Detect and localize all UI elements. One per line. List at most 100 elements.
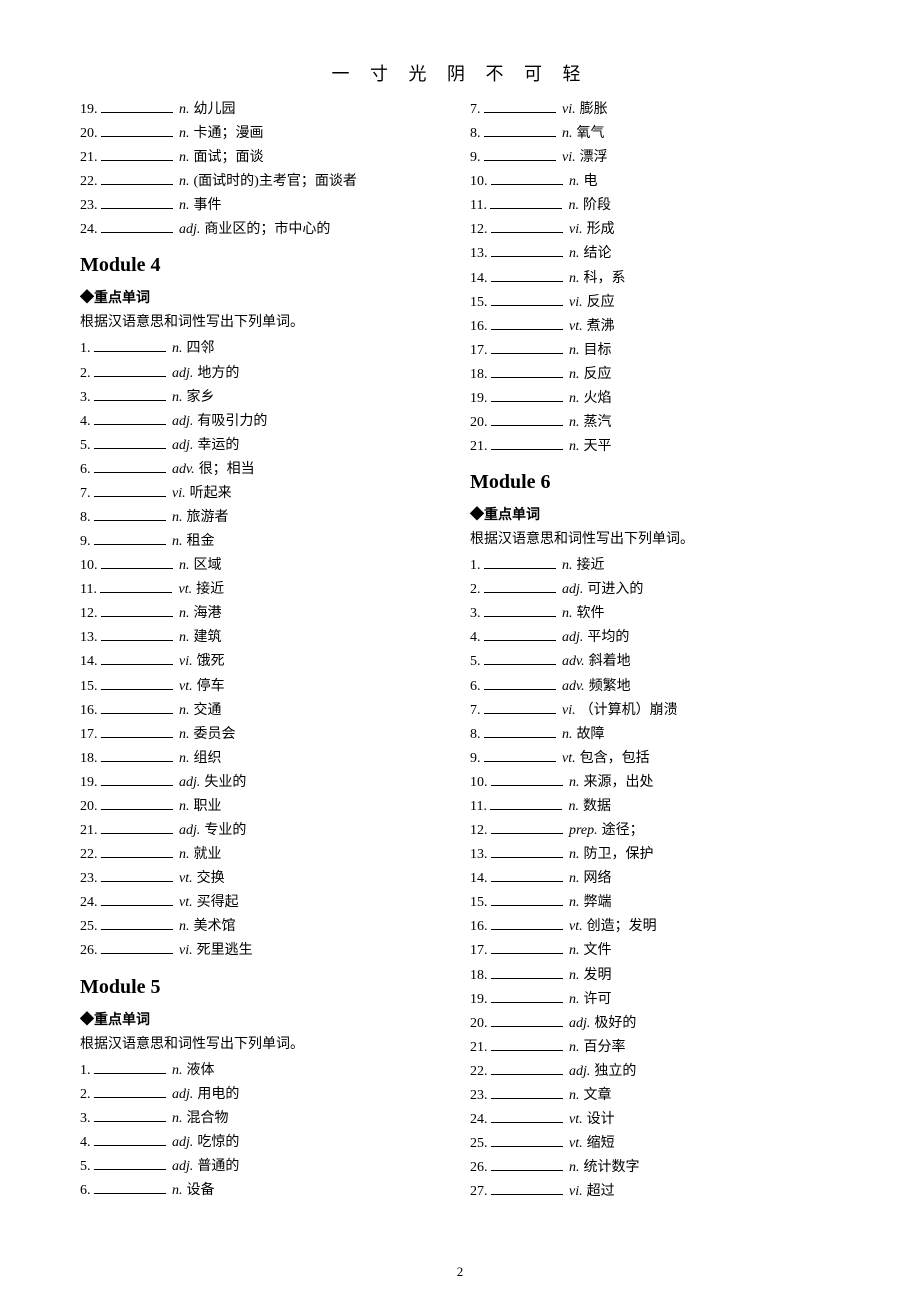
part-of-speech: vt. xyxy=(569,1136,583,1151)
columns-container: 19. n.幼儿园20. n.卡通；漫画21. n.面试；面谈22. n.(面试… xyxy=(80,98,840,1204)
item-number: 2. xyxy=(80,366,91,381)
item-number: 22. xyxy=(80,174,98,189)
part-of-speech: n. xyxy=(179,102,190,117)
part-of-speech: vi. xyxy=(562,703,576,718)
part-of-speech: n. xyxy=(568,799,579,814)
part-of-speech: adj. xyxy=(179,222,200,237)
blank-line xyxy=(94,508,166,521)
part-of-speech: n. xyxy=(179,558,190,573)
part-of-speech: n. xyxy=(569,415,580,430)
item-number: 10. xyxy=(80,558,98,573)
blank-line xyxy=(94,532,166,545)
part-of-speech: n. xyxy=(569,992,580,1007)
vocab-item: 9. vi.漂浮 xyxy=(470,146,840,170)
part-of-speech: n. xyxy=(569,1160,580,1175)
blank-line xyxy=(484,556,556,569)
part-of-speech: adj. xyxy=(179,823,200,838)
item-number: 16. xyxy=(80,703,98,718)
vocab-item: 3. n.家乡 xyxy=(80,386,450,410)
blank-line xyxy=(101,556,173,569)
blank-line xyxy=(491,941,563,954)
blank-line xyxy=(491,966,563,979)
item-number: 23. xyxy=(470,1088,488,1103)
part-of-speech: n. xyxy=(569,871,580,886)
definition: 混合物 xyxy=(187,1111,229,1126)
part-of-speech: n. xyxy=(179,150,190,165)
part-of-speech: n. xyxy=(179,751,190,766)
part-of-speech: n. xyxy=(179,703,190,718)
blank-line xyxy=(101,917,173,930)
item-number: 1. xyxy=(80,341,91,356)
item-number: 21. xyxy=(470,439,488,454)
definition: 建筑 xyxy=(194,630,222,645)
module6-list: 1. n.接近2. adj.可进入的3. n.软件4. adj.平均的5. ad… xyxy=(470,554,840,1204)
item-number: 2. xyxy=(470,582,481,597)
item-number: 22. xyxy=(80,847,98,862)
vocab-item: 6. adv.频繁地 xyxy=(470,675,840,699)
definition: 极好的 xyxy=(594,1016,636,1031)
part-of-speech: n. xyxy=(562,727,573,742)
blank-line xyxy=(484,701,556,714)
vocab-item: 4. adj.吃惊的 xyxy=(80,1131,450,1155)
blank-line xyxy=(491,341,563,354)
definition: 包含，包括 xyxy=(580,751,650,766)
part-of-speech: n. xyxy=(569,246,580,261)
item-number: 19. xyxy=(470,391,488,406)
part-of-speech: n. xyxy=(569,367,580,382)
vocab-item: 18. n.反应 xyxy=(470,363,840,387)
definition: 创造；发明 xyxy=(587,919,657,934)
part-of-speech: n. xyxy=(172,534,183,549)
page-number: 2 xyxy=(457,1264,464,1280)
vocab-item: 26. vi.死里逃生 xyxy=(80,939,450,963)
definition: 氧气 xyxy=(577,126,605,141)
blank-line xyxy=(94,364,166,377)
item-number: 23. xyxy=(80,871,98,886)
blank-line xyxy=(484,124,556,137)
part-of-speech: n. xyxy=(179,606,190,621)
blank-line xyxy=(484,628,556,641)
part-of-speech: n. xyxy=(179,847,190,862)
blank-line xyxy=(94,460,166,473)
item-number: 7. xyxy=(470,703,481,718)
vocab-item: 6. adv.很；相当 xyxy=(80,458,450,482)
definition: 数据 xyxy=(583,799,611,814)
blank-line xyxy=(101,893,173,906)
part-of-speech: vt. xyxy=(178,582,192,597)
blank-line xyxy=(101,749,173,762)
item-number: 25. xyxy=(470,1136,488,1151)
item-number: 14. xyxy=(80,654,98,669)
vocab-item: 7. vi.（计算机）崩溃 xyxy=(470,699,840,723)
blank-line xyxy=(491,1086,563,1099)
definition: 反应 xyxy=(584,367,612,382)
vocab-item: 26. n.统计数字 xyxy=(470,1156,840,1180)
header-title: 一 寸 光 阴 不 可 轻 xyxy=(80,60,840,86)
vocab-item: 17. n.文件 xyxy=(470,939,840,963)
item-number: 17. xyxy=(80,727,98,742)
part-of-speech: n. xyxy=(172,1183,183,1198)
part-of-speech: n. xyxy=(569,943,580,958)
vocab-item: 5. adv.斜着地 xyxy=(470,650,840,674)
item-number: 5. xyxy=(80,438,91,453)
part-of-speech: n. xyxy=(179,919,190,934)
vocab-item: 2. adj.用电的 xyxy=(80,1083,450,1107)
vocab-item: 11. n.数据 xyxy=(470,795,840,819)
item-number: 16. xyxy=(470,319,488,334)
vocab-item: 12. vi.形成 xyxy=(470,218,840,242)
part-of-speech: adj. xyxy=(569,1064,590,1079)
blank-line xyxy=(484,725,556,738)
blank-line xyxy=(94,1085,166,1098)
part-of-speech: n. xyxy=(179,727,190,742)
item-number: 1. xyxy=(470,558,481,573)
blank-line xyxy=(491,437,563,450)
item-number: 3. xyxy=(470,606,481,621)
vocab-item: 16. vt.创造；发明 xyxy=(470,915,840,939)
module4-section-label: ◆重点单词 xyxy=(80,287,450,307)
right-column: 7. vi.膨胀8. n.氧气9. vi.漂浮10. n.电11. n.阶段12… xyxy=(470,98,840,1204)
vocab-item: 20. adj.极好的 xyxy=(470,1012,840,1036)
vocab-item: 16. n.交通 xyxy=(80,699,450,723)
definition: 海港 xyxy=(194,606,222,621)
item-number: 18. xyxy=(470,968,488,983)
part-of-speech: n. xyxy=(569,343,580,358)
definition: 四邻 xyxy=(187,341,215,356)
definition: 就业 xyxy=(194,847,222,862)
